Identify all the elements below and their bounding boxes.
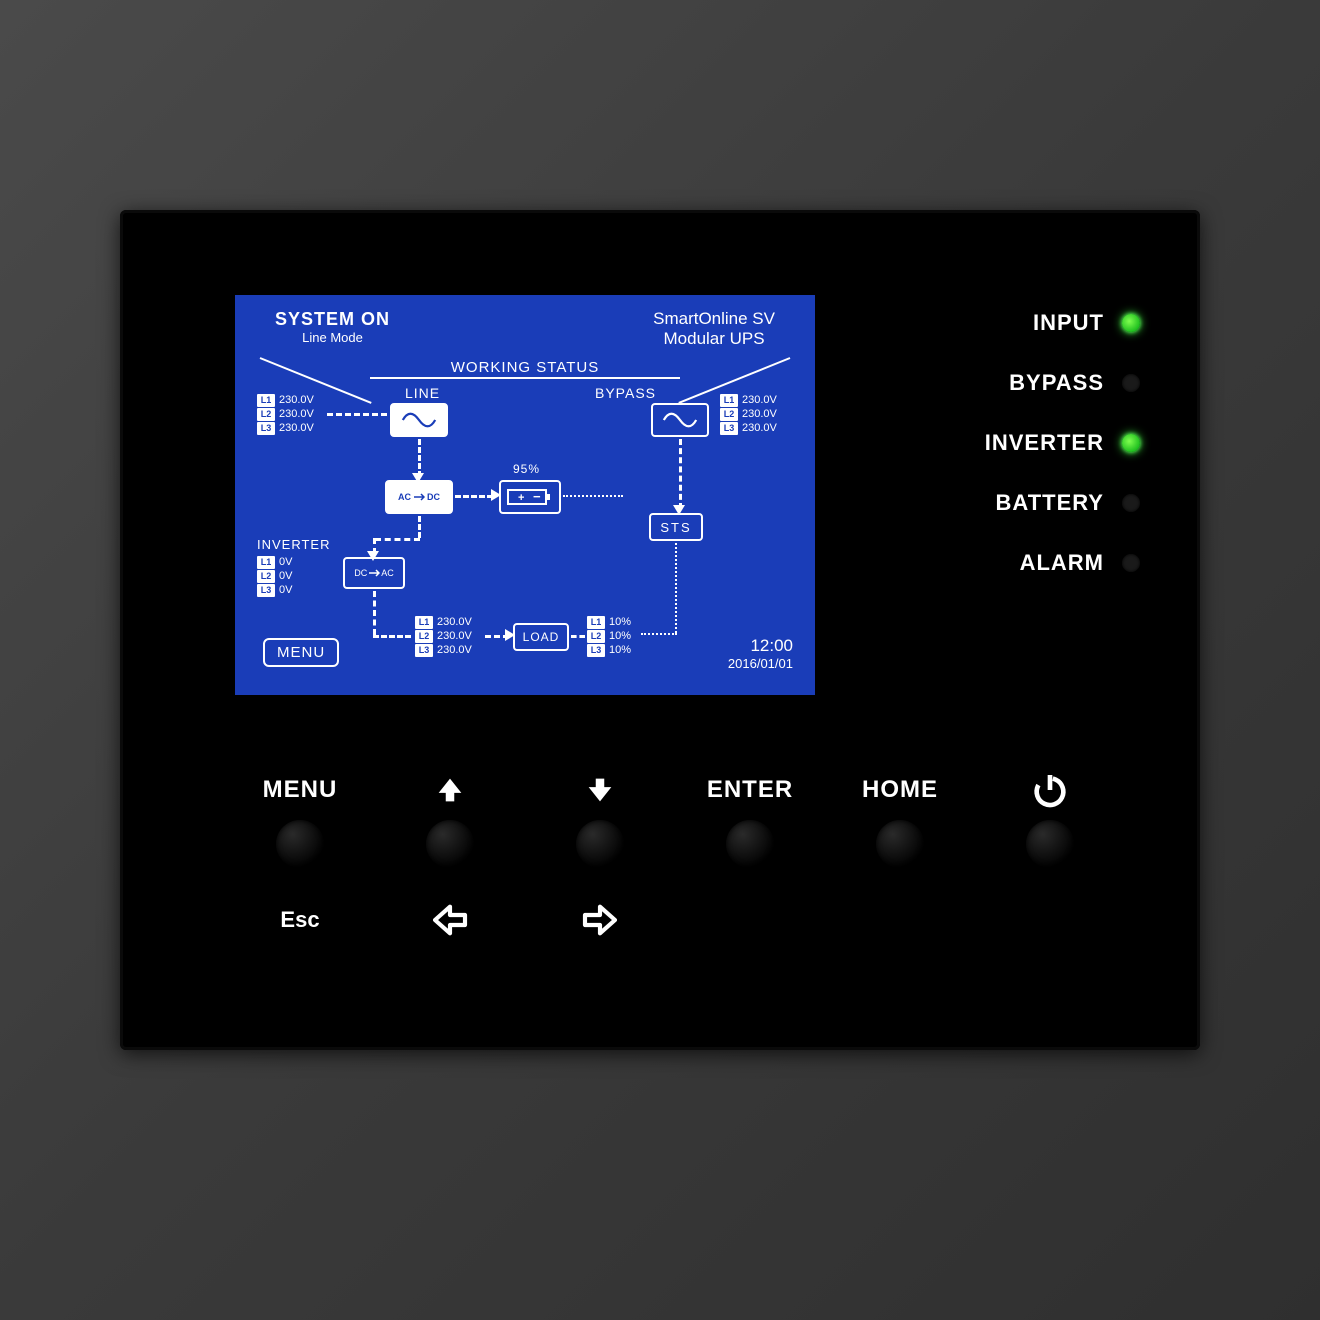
- sine-icon: [662, 410, 698, 430]
- esc-label: Esc: [240, 907, 360, 933]
- enter-button-label: ENTER: [690, 776, 810, 804]
- clock-time: 12:00: [728, 636, 793, 656]
- home-button[interactable]: [876, 820, 924, 868]
- led-input: INPUT: [985, 310, 1140, 336]
- down-icon: [540, 773, 660, 807]
- bypass-voltages: L1230.0V L2230.0V L3230.0V: [720, 393, 777, 435]
- bypass-sinewave-block: [651, 403, 709, 437]
- inverter-section-label: INVERTER: [257, 537, 331, 552]
- system-status: SYSTEM ON Line Mode: [275, 309, 390, 349]
- system-status-title: SYSTEM ON: [275, 309, 390, 330]
- physical-buttons-row: [240, 820, 1110, 868]
- bypass-section-label: BYPASS: [595, 385, 656, 401]
- led-inverter: INVERTER: [985, 430, 1140, 456]
- led-input-indicator: [1122, 314, 1140, 332]
- enter-button[interactable]: [726, 820, 774, 868]
- status-led-column: INPUT BYPASS INVERTER BATTERY ALARM: [985, 310, 1140, 576]
- lcd-screen: SYSTEM ON Line Mode SmartOnline SV Modul…: [235, 295, 815, 695]
- up-icon: [390, 773, 510, 807]
- rectifier-block: AC DC: [385, 480, 453, 514]
- button-labels-row: MENU ENTER HOME: [240, 770, 1110, 810]
- timestamp: 12:00 2016/01/01: [728, 636, 793, 671]
- up-button[interactable]: [426, 820, 474, 868]
- line-sinewave-block: [390, 403, 448, 437]
- home-button-label: HOME: [840, 776, 960, 804]
- power-icon: [990, 770, 1110, 810]
- button-sublabels-row: Esc: [240, 900, 1110, 940]
- left-icon: [390, 900, 510, 940]
- led-battery-indicator: [1122, 494, 1140, 512]
- battery-icon: + −: [507, 487, 553, 507]
- battery-block: + −: [499, 480, 561, 514]
- line-voltages: L1230.0V L2230.0V L3230.0V: [257, 393, 314, 435]
- svg-text:+: +: [518, 492, 524, 504]
- inverter-voltages: L10V L20V L30V: [257, 555, 292, 597]
- sine-icon: [401, 410, 437, 430]
- svg-text:−: −: [533, 489, 541, 504]
- led-battery: BATTERY: [985, 490, 1140, 516]
- product-name: SmartOnline SV Modular UPS: [653, 309, 775, 349]
- power-button[interactable]: [1026, 820, 1074, 868]
- inverter-block: DC AC: [343, 557, 405, 589]
- down-button[interactable]: [576, 820, 624, 868]
- load-percents: L110% L210% L310%: [587, 615, 631, 657]
- line-section-label: LINE: [405, 385, 440, 401]
- led-bypass-indicator: [1122, 374, 1140, 392]
- system-status-mode: Line Mode: [275, 330, 390, 345]
- led-alarm: ALARM: [985, 550, 1140, 576]
- menu-button-label: MENU: [240, 776, 360, 804]
- menu-button[interactable]: [276, 820, 324, 868]
- working-status-label: WORKING STATUS: [451, 359, 599, 376]
- output-voltages: L1230.0V L2230.0V L3230.0V: [415, 615, 472, 657]
- led-bypass: BYPASS: [985, 370, 1140, 396]
- led-inverter-indicator: [1122, 434, 1140, 452]
- clock-date: 2016/01/01: [728, 656, 793, 671]
- lcd-menu-button[interactable]: MENU: [263, 638, 339, 667]
- control-panel: SYSTEM ON Line Mode SmartOnline SV Modul…: [120, 210, 1200, 1050]
- sts-block: STS: [649, 513, 703, 541]
- load-block: LOAD: [513, 623, 569, 651]
- led-alarm-indicator: [1122, 554, 1140, 572]
- battery-percent: 95%: [513, 462, 540, 476]
- right-icon: [540, 900, 660, 940]
